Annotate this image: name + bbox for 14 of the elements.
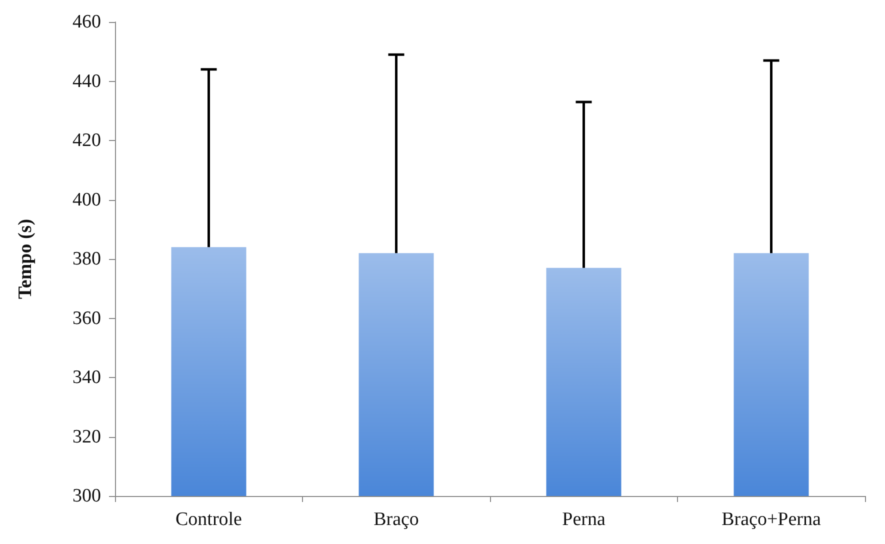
- y-tick-label: 340: [72, 367, 101, 388]
- y-tick-label: 460: [72, 12, 101, 32]
- y-axis-title: Tempo (s): [15, 218, 36, 300]
- y-tick-label: 420: [72, 130, 101, 151]
- y-tick-label: 380: [72, 248, 101, 270]
- x-tick-label: Controle: [176, 509, 242, 530]
- y-tick-label: 360: [72, 308, 101, 329]
- y-tick-label: 400: [72, 189, 101, 210]
- x-tick-label: Perna: [562, 509, 606, 530]
- x-tick-label: Braço: [374, 509, 419, 530]
- y-tick-label: 300: [72, 486, 101, 506]
- y-tick-label: 440: [72, 70, 101, 92]
- y-tick-label: 320: [72, 426, 101, 448]
- x-tick-label: Braço+Perna: [722, 509, 822, 530]
